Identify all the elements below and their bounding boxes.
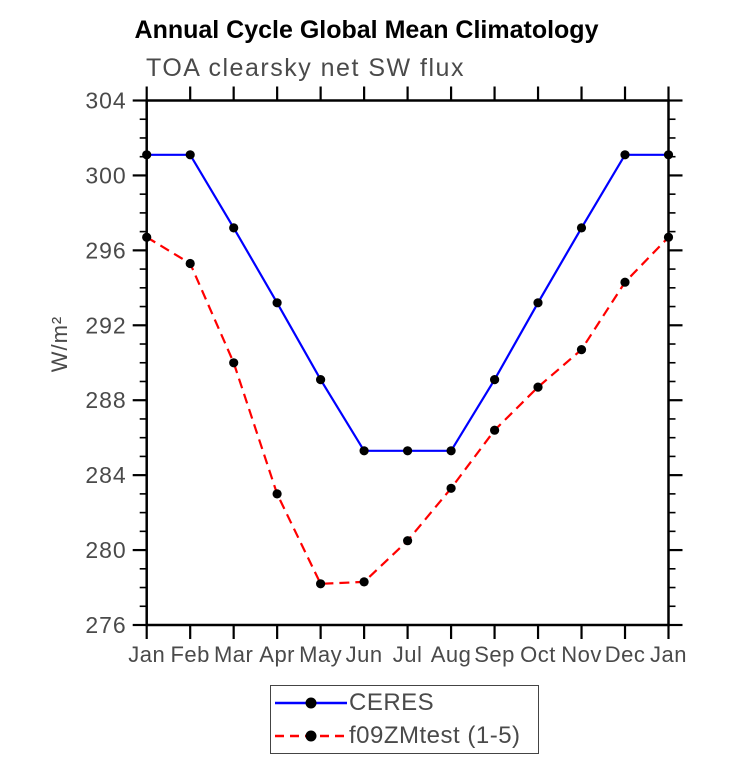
- y-tick-label: 280: [85, 537, 126, 563]
- data-point-marker: [229, 358, 239, 368]
- data-point-marker: [142, 150, 152, 160]
- data-point-marker: [663, 150, 674, 160]
- data-point-marker: [272, 489, 282, 499]
- x-tick-label: Aug: [431, 642, 472, 667]
- legend: CERES f09ZMtest (1-5): [270, 685, 539, 754]
- data-point-marker: [403, 446, 413, 456]
- legend-entry: f09ZMtest (1-5): [273, 720, 538, 754]
- data-point-marker: [185, 258, 195, 269]
- data-point-marker: [142, 232, 152, 242]
- x-tick-label: Feb: [170, 642, 209, 667]
- x-tick-label: Jun: [346, 642, 383, 667]
- data-point-marker: [446, 446, 456, 456]
- legend-label: CERES: [349, 688, 435, 716]
- series-line-f09zmtest-1-5-: [146, 236, 670, 585]
- data-point-marker: [576, 223, 587, 233]
- legend-line-sample: [275, 697, 347, 709]
- data-point-marker: [576, 345, 587, 355]
- legend-entry: CERES: [273, 686, 538, 720]
- series-line-ceres: [146, 153, 669, 452]
- data-point-marker: [490, 375, 500, 385]
- x-tick-label: Jan: [128, 642, 165, 667]
- data-point-marker: [620, 277, 630, 287]
- data-point-marker: [490, 425, 500, 435]
- y-tick-label: 284: [85, 462, 126, 488]
- data-point-marker: [620, 150, 630, 160]
- y-tick-label: 288: [85, 387, 126, 413]
- data-point-marker: [403, 536, 413, 546]
- y-tick-label: 296: [85, 237, 126, 263]
- chart-subtitle: TOA clearsky net SW flux: [146, 54, 465, 82]
- x-tick-label: Dec: [605, 642, 646, 667]
- data-point-marker: [229, 223, 239, 233]
- data-point-marker: [185, 150, 195, 160]
- x-tick-label: May: [299, 642, 342, 667]
- data-point-marker: [533, 382, 543, 392]
- x-tick-label: Mar: [214, 642, 253, 667]
- x-tick-label: Jul: [393, 642, 423, 667]
- data-point-marker: [663, 232, 674, 242]
- data-point-marker: [316, 579, 326, 589]
- y-tick-label: 300: [85, 162, 126, 188]
- y-tick-label: 292: [85, 312, 126, 338]
- chart-title: Annual Cycle Global Mean Climatology: [134, 16, 599, 44]
- plot-border: [145, 99, 670, 627]
- data-point-marker: [446, 483, 456, 493]
- x-tick-label: Sep: [474, 642, 515, 667]
- x-tick-label: Nov: [561, 642, 602, 667]
- legend-line-sample: [275, 730, 347, 742]
- x-tick-label: Oct: [520, 642, 556, 667]
- data-point-marker: [533, 298, 543, 308]
- x-tick-label: Apr: [259, 642, 295, 667]
- y-tick-label: 304: [85, 88, 126, 114]
- data-point-marker: [359, 577, 369, 587]
- data-point-marker: [359, 446, 369, 456]
- x-tick-label: Jan: [650, 642, 687, 667]
- legend-label: f09ZMtest (1-5): [349, 722, 521, 750]
- y-tick-label: 276: [85, 612, 126, 638]
- data-point-marker: [272, 298, 282, 308]
- data-point-marker: [316, 375, 326, 385]
